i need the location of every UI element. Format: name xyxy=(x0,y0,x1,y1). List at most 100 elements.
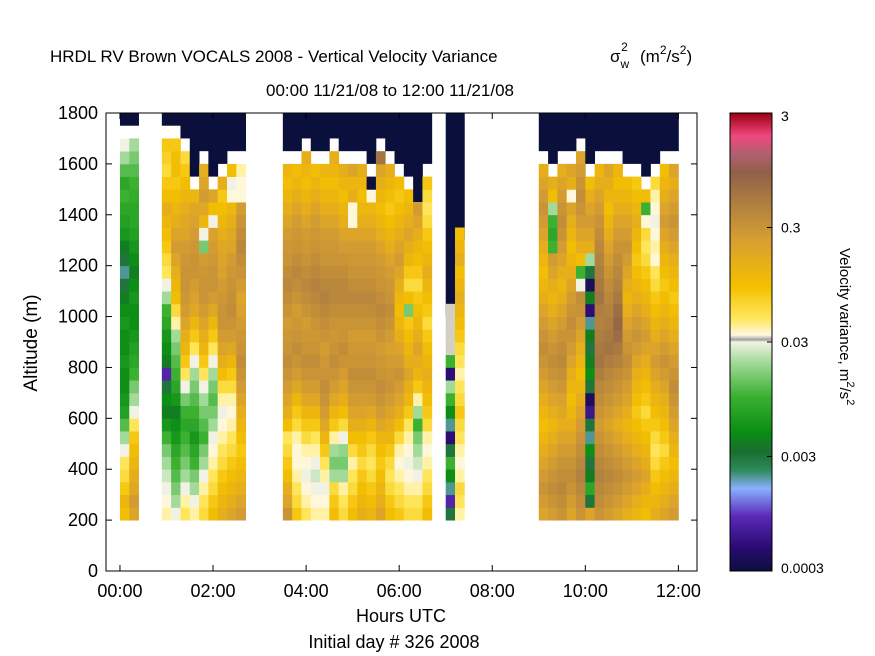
heatmap-cell xyxy=(422,252,433,267)
heatmap-cell xyxy=(413,507,423,521)
heatmap-cell xyxy=(347,342,358,356)
heatmap-cell xyxy=(301,456,312,470)
heatmap-cell xyxy=(566,431,577,445)
heatmap-cell xyxy=(548,202,558,216)
heatmap-cell xyxy=(669,163,679,178)
heatmap-cell xyxy=(455,291,465,305)
heatmap-cell xyxy=(282,240,293,254)
heatmap-cell xyxy=(613,240,623,254)
heatmap-cell xyxy=(310,380,321,394)
heatmap-cell xyxy=(366,252,377,267)
heatmap-cell xyxy=(292,456,302,470)
heatmap-cell xyxy=(217,176,228,190)
heatmap-cell xyxy=(394,214,405,228)
heatmap-cell xyxy=(455,380,465,394)
heatmap-cell xyxy=(385,405,395,419)
heatmap-cell xyxy=(171,189,181,203)
heatmap-cell xyxy=(585,316,596,330)
heatmap-cell xyxy=(413,354,423,368)
heatmap-cell xyxy=(613,380,623,394)
heatmap-cell xyxy=(301,265,312,279)
heatmap-cell xyxy=(310,367,321,381)
heatmap-cell xyxy=(119,367,130,381)
heatmap-cell xyxy=(455,418,465,432)
heatmap-cell xyxy=(603,265,614,279)
heatmap-cell xyxy=(659,202,670,216)
heatmap-cell xyxy=(129,367,139,381)
heatmap-cell xyxy=(603,367,614,381)
heatmap-cell xyxy=(226,252,237,267)
heatmap-cell xyxy=(357,481,367,496)
heatmap-cell xyxy=(585,227,596,241)
heatmap-cell xyxy=(650,342,661,356)
heatmap-cell xyxy=(548,329,558,343)
heatmap-cell xyxy=(375,151,386,165)
heatmap-cell xyxy=(548,354,558,368)
heatmap-cell xyxy=(455,469,465,483)
heatmap-cell xyxy=(622,367,633,381)
heatmap-cell xyxy=(385,176,395,190)
heatmap-cell xyxy=(385,240,395,254)
heatmap-cell xyxy=(208,367,219,381)
heatmap-cell xyxy=(329,303,340,317)
heatmap-cell xyxy=(594,329,605,343)
heatmap-cell xyxy=(613,481,623,496)
heatmap-cell xyxy=(161,176,172,190)
heatmap-cell xyxy=(171,265,181,279)
heatmap-cell xyxy=(329,494,340,508)
y-axis: 0 200 400 600 800 1000 1200 1400 1600 1800 xyxy=(58,103,697,581)
heatmap-cell xyxy=(171,342,181,356)
heatmap-cell xyxy=(403,278,414,292)
heatmap-cell xyxy=(347,252,358,267)
heatmap-cell xyxy=(180,354,191,368)
heatmap-cell xyxy=(557,456,568,470)
heatmap-cell xyxy=(189,265,200,279)
heatmap-cell xyxy=(282,342,293,356)
heatmap-cell xyxy=(226,443,237,457)
heatmap-cell xyxy=(566,189,577,203)
heatmap-cell xyxy=(641,392,651,407)
heatmap-cell xyxy=(538,443,549,457)
heatmap-cell xyxy=(171,278,181,292)
heatmap-cell xyxy=(659,354,670,368)
colorbar-tick-label: 0.03 xyxy=(781,334,808,350)
heatmap-cell xyxy=(622,278,633,292)
heatmap-cell xyxy=(375,342,386,356)
heatmap-cell xyxy=(217,214,228,228)
colorbar-tick-label: 0.3 xyxy=(781,220,801,236)
heatmap-cell xyxy=(217,202,228,216)
heatmap-cell xyxy=(357,278,367,292)
heatmap-cell xyxy=(329,227,340,241)
heatmap-cell xyxy=(650,494,661,508)
heatmap-cell xyxy=(199,507,209,521)
heatmap-cell xyxy=(199,278,209,292)
heatmap-cell xyxy=(180,176,191,190)
heatmap-cell xyxy=(594,163,605,178)
heatmap-cell xyxy=(226,316,237,330)
heatmap-cell xyxy=(631,469,642,483)
heatmap-cell xyxy=(403,494,414,508)
heatmap-cell xyxy=(650,278,661,292)
heatmap-cell xyxy=(292,354,302,368)
no-data-cell xyxy=(347,113,358,152)
heatmap-cell xyxy=(548,278,558,292)
heatmap-cell xyxy=(189,380,200,394)
heatmap-cell xyxy=(641,456,651,470)
heatmap-cell xyxy=(585,443,596,457)
heatmap-cell xyxy=(557,189,568,203)
heatmap-cell xyxy=(375,240,386,254)
heatmap-cell xyxy=(217,240,228,254)
heatmap-cell xyxy=(180,278,191,292)
heatmap-cell xyxy=(557,367,568,381)
heatmap-cell xyxy=(119,252,130,267)
heatmap-cell xyxy=(566,214,577,228)
heatmap-cell xyxy=(329,431,340,445)
heatmap-cell xyxy=(669,507,679,521)
no-data-cell xyxy=(282,113,293,152)
heatmap-cell xyxy=(161,367,172,381)
heatmap-cell xyxy=(538,367,549,381)
no-data-cell xyxy=(310,113,321,152)
heatmap-cell xyxy=(292,405,302,419)
heatmap-cell xyxy=(320,456,330,470)
heatmap-cell xyxy=(347,291,358,305)
